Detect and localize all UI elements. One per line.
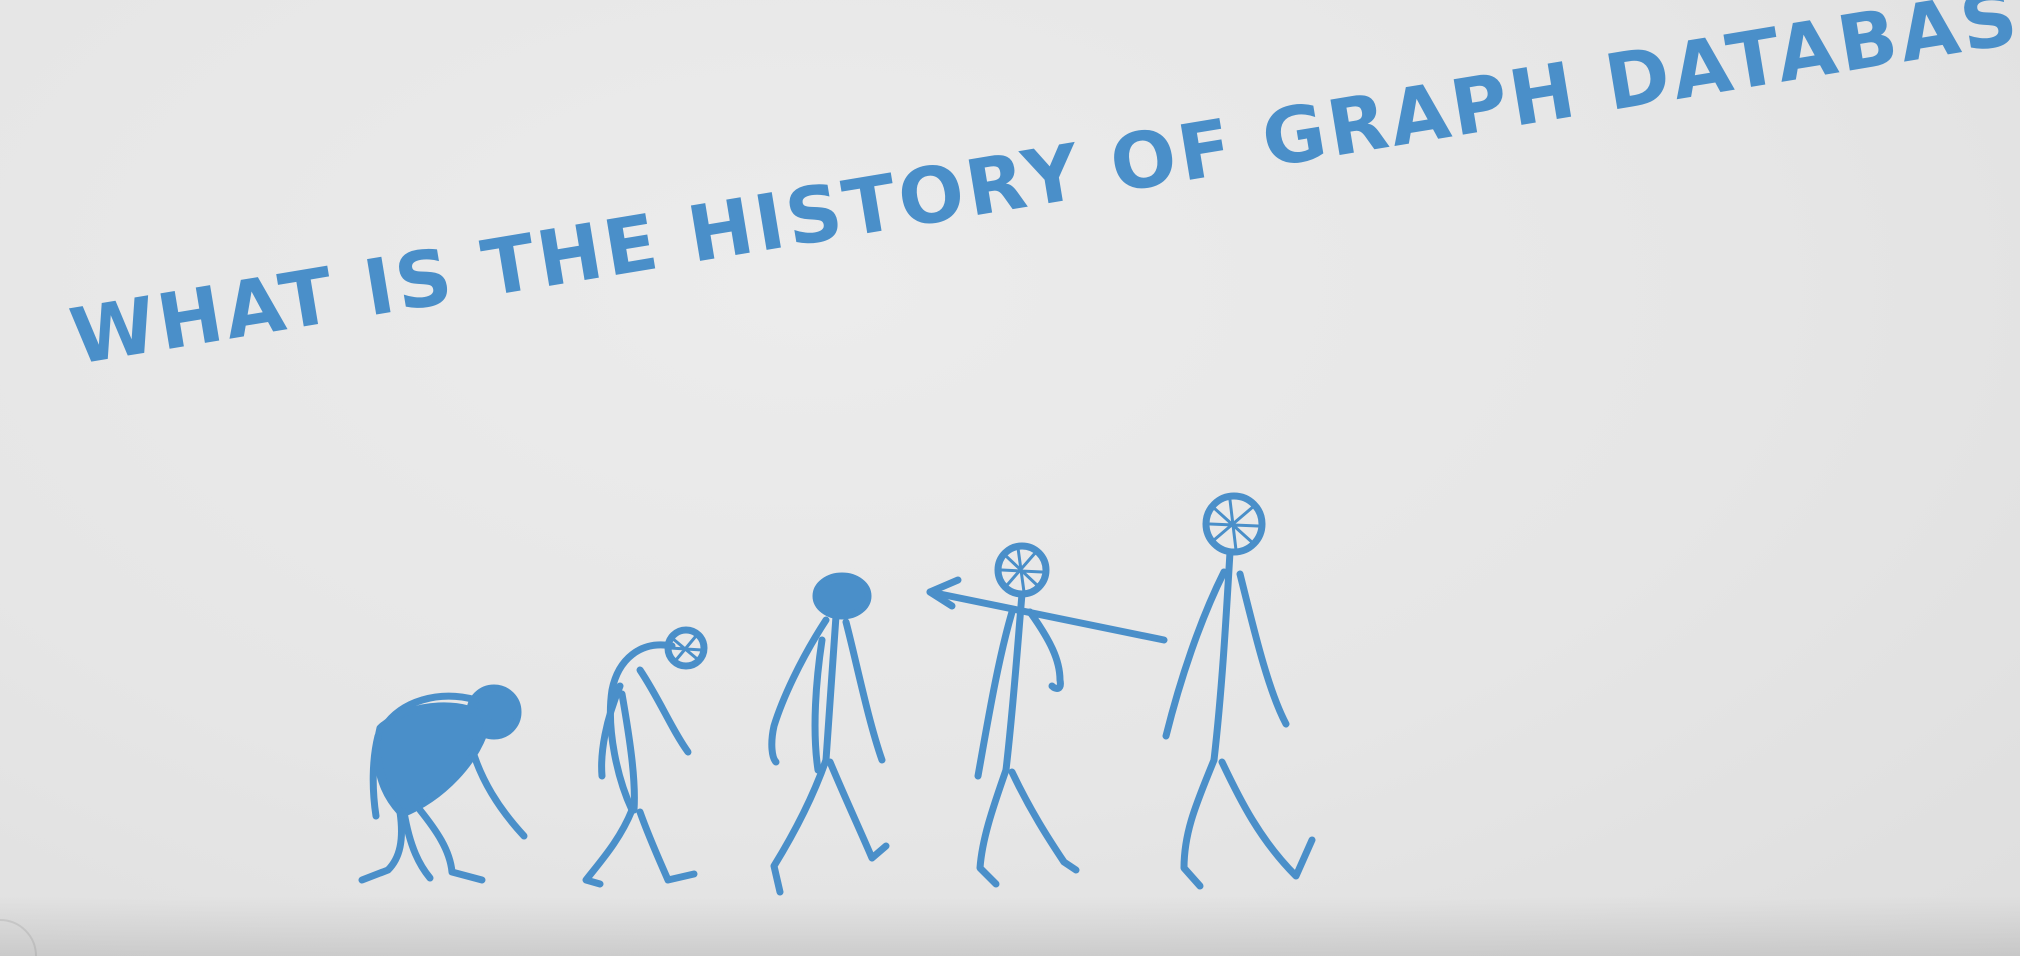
hunched-hominid-figure xyxy=(582,626,708,888)
bottom-shadow xyxy=(0,896,2020,956)
early-human-figure xyxy=(768,572,890,896)
ape-figure xyxy=(358,684,528,884)
modern-human-figure xyxy=(1162,492,1316,890)
spear-carrier-figure xyxy=(926,542,1168,888)
